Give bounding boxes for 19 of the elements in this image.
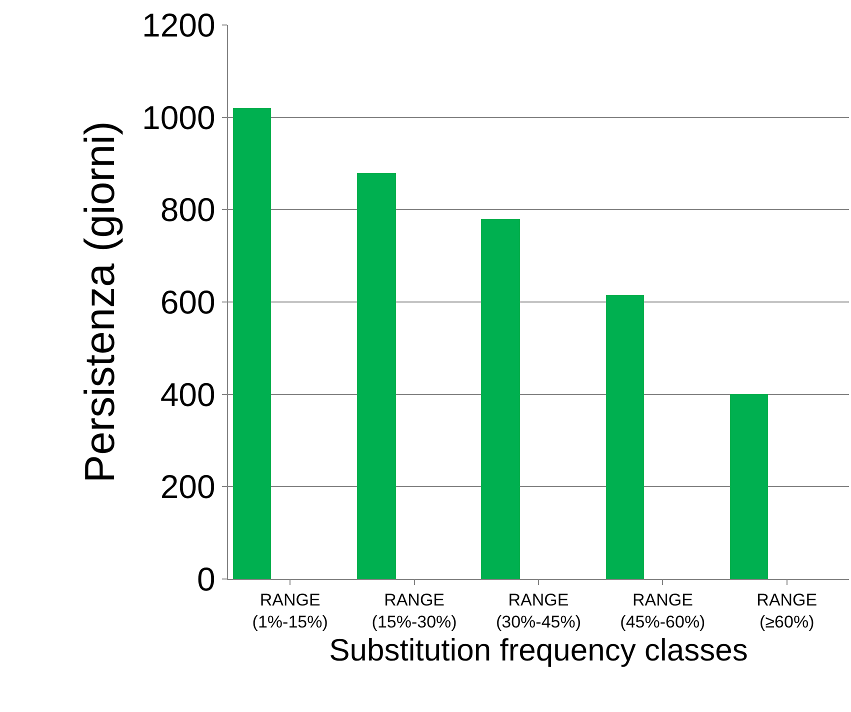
x-tick-label: RANGE (≥60%) [756,590,818,632]
bar [357,173,396,579]
bar [730,394,768,579]
y-axis-title: Persistenza (giorni) [76,121,123,483]
y-tick-label: 0 [197,560,216,598]
y-tick-label: 200 [160,468,216,506]
bar [606,295,644,579]
x-tick-label: RANGE (1%-15%) [252,590,328,632]
x-tick-label: RANGE (30%-45%) [496,590,582,632]
y-tick-label: 800 [160,191,216,228]
x-axis-title: Substitution frequency classes [329,632,748,668]
bar [233,108,271,579]
y-tick-label: 1000 [142,98,216,136]
x-tick-label: RANGE (45%-60%) [620,590,706,632]
y-tick-label: 400 [160,376,216,413]
y-tick-label: 600 [160,284,216,321]
y-tick-label: 1200 [142,6,216,44]
bar [481,219,520,579]
x-tick-label: RANGE (15%-30%) [372,590,457,632]
